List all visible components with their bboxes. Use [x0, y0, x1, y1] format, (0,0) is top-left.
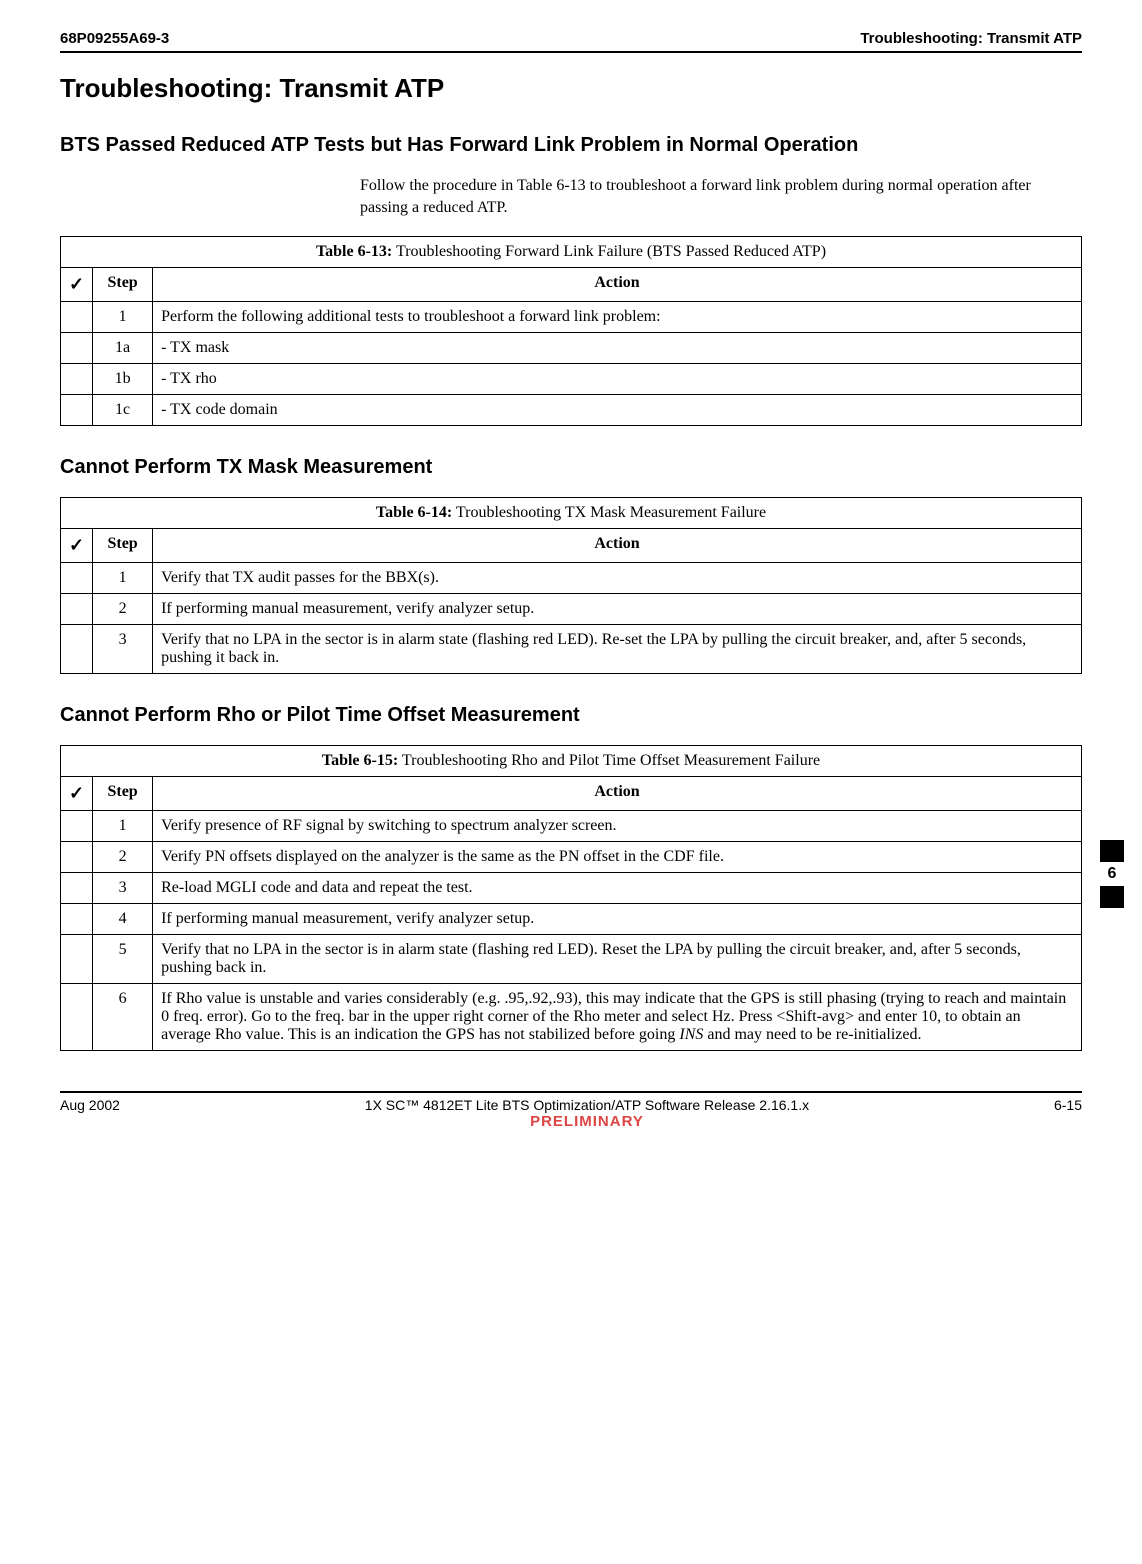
col-step: Step: [93, 268, 153, 302]
table-row: 3Verify that no LPA in the sector is in …: [61, 625, 1082, 674]
col-check: ✓: [61, 268, 93, 302]
table-row: 1Verify that TX audit passes for the BBX…: [61, 563, 1082, 594]
section3-heading: Cannot Perform Rho or Pilot Time Offset …: [60, 704, 1082, 727]
table-body: 1Verify that TX audit passes for the BBX…: [61, 563, 1082, 674]
table-row: 4If performing manual measurement, verif…: [61, 904, 1082, 935]
cell-action: - TX mask: [153, 333, 1082, 364]
cell-check: [61, 935, 93, 984]
col-step: Step: [93, 529, 153, 563]
page-footer: Aug 2002 1X SC™ 4812ET Lite BTS Optimiza…: [60, 1091, 1082, 1130]
cell-check: [61, 395, 93, 426]
section2-heading: Cannot Perform TX Mask Measurement: [60, 456, 1082, 479]
cell-action: Verify that no LPA in the sector is in a…: [153, 935, 1082, 984]
table-row: 1Verify presence of RF signal by switchi…: [61, 811, 1082, 842]
table-row: 1Perform the following additional tests …: [61, 302, 1082, 333]
cell-action: If Rho value is unstable and varies cons…: [153, 984, 1082, 1051]
col-action: Action: [153, 268, 1082, 302]
table-6-15: Table 6-15: Troubleshooting Rho and Pilo…: [60, 745, 1082, 1051]
footer-title: 1X SC™ 4812ET Lite BTS Optimization/ATP …: [365, 1097, 809, 1113]
cell-action: Verify that TX audit passes for the BBX(…: [153, 563, 1082, 594]
col-check: ✓: [61, 777, 93, 811]
cell-check: [61, 811, 93, 842]
caption-text: Troubleshooting Forward Link Failure (BT…: [392, 243, 826, 260]
table-caption: Table 6-13: Troubleshooting Forward Link…: [61, 237, 1082, 268]
caption-label: Table 6-13:: [316, 243, 392, 260]
tab-chapter-number: 6: [1100, 862, 1124, 886]
cell-step: 1: [93, 811, 153, 842]
cell-action: Verify that no LPA in the sector is in a…: [153, 625, 1082, 674]
cell-step: 1b: [93, 364, 153, 395]
chapter-tab: 6: [1100, 840, 1124, 908]
footer-preliminary: PRELIMINARY: [530, 1113, 644, 1130]
table-row: 6If Rho value is unstable and varies con…: [61, 984, 1082, 1051]
cell-step: 2: [93, 594, 153, 625]
cell-step: 2: [93, 842, 153, 873]
footer-page-num: 6-15: [1054, 1097, 1082, 1113]
table-6-13: Table 6-13: Troubleshooting Forward Link…: [60, 236, 1082, 426]
cell-check: [61, 333, 93, 364]
tab-bar-top: [1100, 840, 1124, 862]
doc-id: 68P09255A69-3: [60, 30, 169, 47]
table-row: 3Re-load MGLI code and data and repeat t…: [61, 873, 1082, 904]
table-body: 1Verify presence of RF signal by switchi…: [61, 811, 1082, 1051]
cell-check: [61, 904, 93, 935]
col-action: Action: [153, 777, 1082, 811]
footer-date: Aug 2002: [60, 1097, 120, 1113]
cell-step: 4: [93, 904, 153, 935]
cell-check: [61, 842, 93, 873]
table-row: 1a- TX mask: [61, 333, 1082, 364]
cell-step: 1: [93, 563, 153, 594]
header-section-title: Troubleshooting: Transmit ATP: [860, 30, 1082, 47]
cell-action: Perform the following additional tests t…: [153, 302, 1082, 333]
cell-action: - TX rho: [153, 364, 1082, 395]
section1-heading: BTS Passed Reduced ATP Tests but Has For…: [60, 134, 1082, 157]
cell-action: If performing manual measurement, verify…: [153, 904, 1082, 935]
table-row: 1c- TX code domain: [61, 395, 1082, 426]
col-step: Step: [93, 777, 153, 811]
page-header: 68P09255A69-3 Troubleshooting: Transmit …: [60, 30, 1082, 53]
col-check: ✓: [61, 529, 93, 563]
caption-label: Table 6-14:: [376, 504, 452, 521]
cell-action: Verify PN offsets displayed on the analy…: [153, 842, 1082, 873]
cell-check: [61, 594, 93, 625]
table-row: 1b- TX rho: [61, 364, 1082, 395]
cell-check: [61, 563, 93, 594]
cell-action: Verify presence of RF signal by switchin…: [153, 811, 1082, 842]
cell-step: 6: [93, 984, 153, 1051]
cell-check: [61, 302, 93, 333]
cell-step: 5: [93, 935, 153, 984]
table-row: 5Verify that no LPA in the sector is in …: [61, 935, 1082, 984]
table-6-14: Table 6-14: Troubleshooting TX Mask Meas…: [60, 497, 1082, 674]
cell-check: [61, 364, 93, 395]
table-body: 1Perform the following additional tests …: [61, 302, 1082, 426]
cell-action: Re-load MGLI code and data and repeat th…: [153, 873, 1082, 904]
cell-action: - TX code domain: [153, 395, 1082, 426]
cell-action: If performing manual measurement, verify…: [153, 594, 1082, 625]
col-action: Action: [153, 529, 1082, 563]
cell-check: [61, 625, 93, 674]
table-caption: Table 6-15: Troubleshooting Rho and Pilo…: [61, 746, 1082, 777]
caption-text: Troubleshooting Rho and Pilot Time Offse…: [398, 752, 820, 769]
cell-step: 3: [93, 873, 153, 904]
table-caption: Table 6-14: Troubleshooting TX Mask Meas…: [61, 498, 1082, 529]
section1-intro: Follow the procedure in Table 6-13 to tr…: [360, 175, 1082, 218]
tab-bar-bottom: [1100, 886, 1124, 908]
cell-check: [61, 984, 93, 1051]
cell-step: 3: [93, 625, 153, 674]
cell-step: 1c: [93, 395, 153, 426]
caption-text: Troubleshooting TX Mask Measurement Fail…: [452, 504, 766, 521]
table-row: 2If performing manual measurement, verif…: [61, 594, 1082, 625]
table-row: 2Verify PN offsets displayed on the anal…: [61, 842, 1082, 873]
cell-step: 1a: [93, 333, 153, 364]
caption-label: Table 6-15:: [322, 752, 398, 769]
cell-check: [61, 873, 93, 904]
cell-step: 1: [93, 302, 153, 333]
page-title: Troubleshooting: Transmit ATP: [60, 73, 1082, 104]
